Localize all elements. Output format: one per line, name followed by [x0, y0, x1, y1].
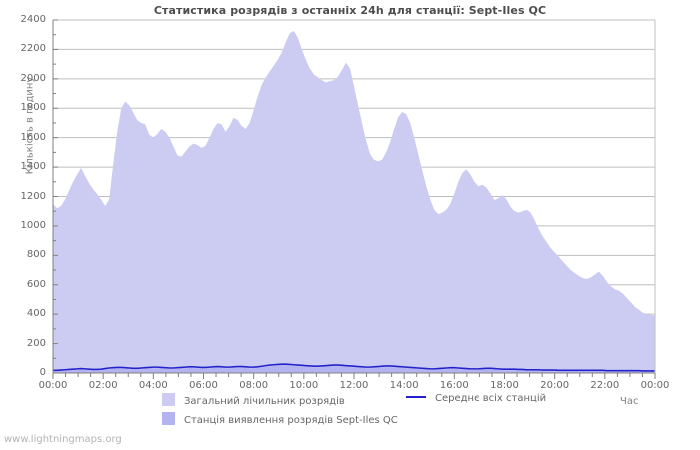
legend-swatch-station — [162, 412, 175, 425]
x-tick-6: 12:00 — [339, 380, 369, 391]
x-tick-12: 00:00 — [640, 380, 670, 391]
legend-label-total-counter: Загальний лічильник розрядів — [184, 396, 345, 407]
y-tick-2200: 2200 — [20, 43, 46, 55]
y-tick-2000: 2000 — [20, 72, 46, 84]
legend-swatch-total-counter — [162, 393, 175, 406]
y-tick-2400: 2400 — [20, 14, 46, 25]
x-tick-5: 10:00 — [289, 380, 319, 391]
y-tick-1200: 1200 — [20, 190, 46, 202]
y-tick-0: 0 — [39, 367, 46, 378]
x-tick-4: 08:00 — [239, 380, 269, 391]
x-tick-11: 22:00 — [590, 380, 620, 391]
y-tick-1800: 1800 — [20, 102, 46, 114]
x-tick-8: 16:00 — [439, 380, 469, 391]
x-tick-10: 20:00 — [540, 380, 570, 391]
x-tick-7: 14:00 — [389, 380, 419, 391]
x-tick-0: 00:00 — [38, 380, 68, 391]
x-tick-9: 18:00 — [490, 380, 519, 391]
x-tick-2: 04:00 — [138, 380, 168, 391]
legend-item-average: Середнє всіх станцій — [406, 393, 546, 404]
y-tick-1600: 1600 — [20, 131, 46, 143]
y-tick-200: 200 — [26, 337, 46, 349]
y-tick-1400: 1400 — [20, 161, 46, 173]
y-tick-400: 400 — [26, 308, 46, 320]
y-tick-1000: 1000 — [20, 219, 46, 231]
x-axis-title: Час — [620, 396, 639, 407]
x-tick-3: 06:00 — [189, 380, 218, 391]
y-tick-800: 800 — [26, 249, 46, 261]
y-tick-600: 600 — [26, 278, 46, 290]
page-title: Статистика розрядів з останніх 24h для с… — [153, 4, 547, 17]
x-tick-1: 02:00 — [88, 380, 118, 391]
legend-label-station: Станція виявлення розрядів Sept-Iles QC — [184, 415, 398, 426]
legend-item-total-counter: Загальний лічильник розрядів — [162, 393, 345, 407]
legend-label-average: Середнє всіх станцій — [435, 393, 547, 404]
chart-legend: Загальний лічильник розрядів Станція вия… — [0, 392, 700, 432]
watermark-url: www.lightningmaps.org — [4, 434, 122, 445]
y-axis-title: Кількість в годину — [24, 76, 36, 175]
legend-item-station: Станція виявлення розрядів Sept-Iles QC — [162, 412, 398, 426]
legend-line-average — [406, 396, 426, 398]
